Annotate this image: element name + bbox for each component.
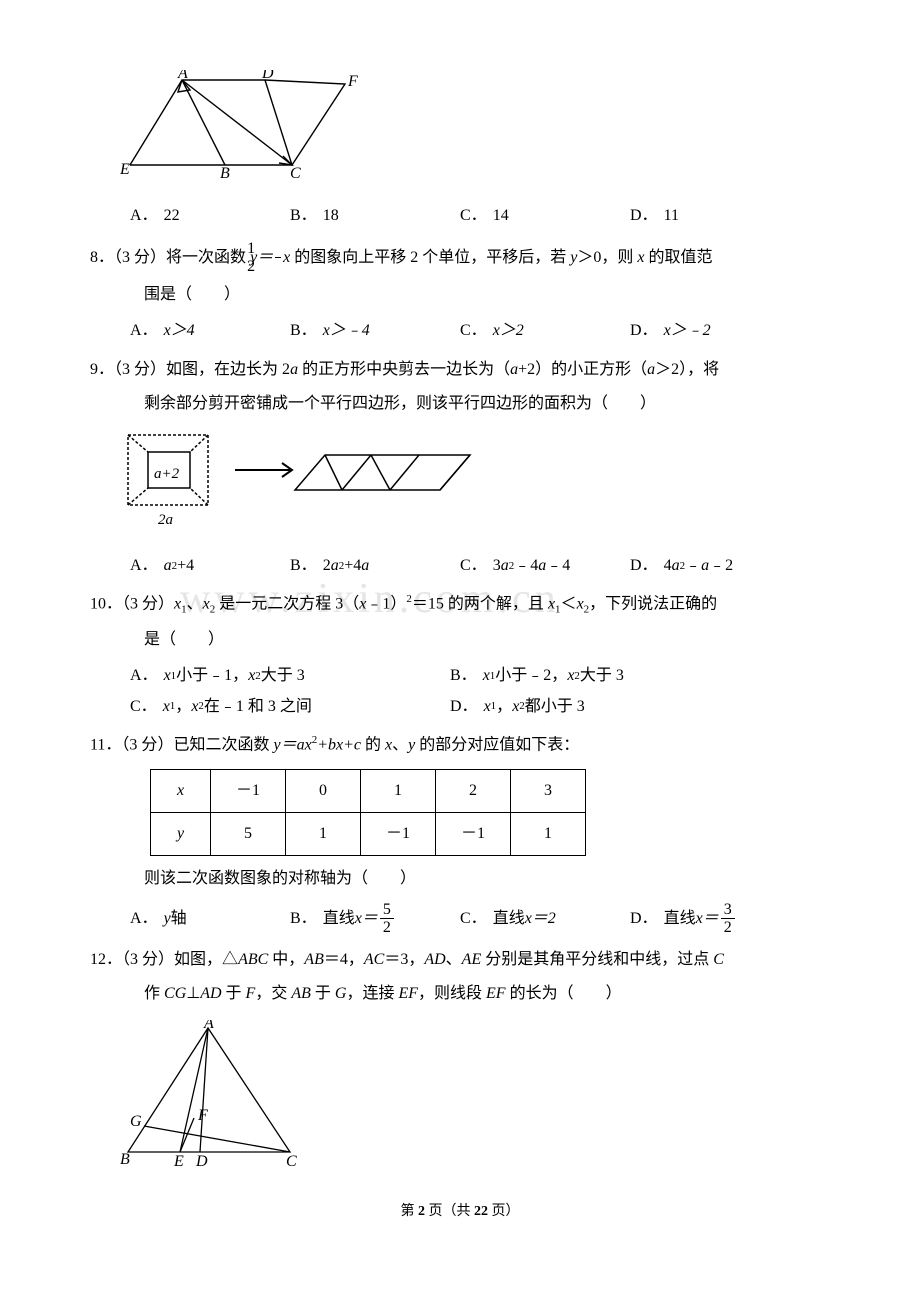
svg-text:D: D: [195, 1153, 208, 1170]
q8-opt-d: D．x＞﹣2: [630, 316, 760, 346]
q12-stem: 12．（3 分）如图，△ABC 中，AB＝4，AC＝3，AD、AE 分别是其角平…: [90, 945, 830, 975]
triangle-diagram: A D F E B C: [120, 70, 360, 180]
q12-stem2: 作 CG⊥AD 于 F，交 AB 于 G，连接 EF，则线段 EF 的长为（ ）: [90, 979, 830, 1009]
q9-opt-d: D．4a2﹣a﹣2: [630, 551, 780, 581]
q9-opt-a: A．a2+4: [130, 551, 290, 581]
svg-text:A: A: [203, 1020, 214, 1032]
q11-opt-a: A．y 轴: [130, 901, 290, 937]
q10-stem: 10．（3 分）x1、x2 是一元二次方程 3（x﹣1）2＝15 的两个解，且 …: [90, 589, 830, 620]
q12-figure: A B E D C G F: [120, 1020, 830, 1181]
svg-text:G: G: [130, 1113, 142, 1130]
q10-options: A．x1 小于﹣1，x2 大于 3 B．x1 小于﹣2，x2 大于 3 C．x1…: [90, 661, 830, 722]
svg-text:D: D: [261, 70, 274, 82]
q9-stem: 9．（3 分）如图，在边长为 2a 的正方形中央剪去一边长为（a+2）的小正方形…: [90, 355, 830, 385]
svg-text:C: C: [290, 165, 301, 180]
q11-table: x －1 0 1 2 3 y 5 1 －1 －1 1: [150, 769, 586, 857]
page-footer: 第 2 页（共 22 页）: [90, 1199, 830, 1226]
q8-opt-c: C．x＞2: [460, 316, 630, 346]
svg-text:C: C: [286, 1153, 297, 1170]
svg-text:B: B: [220, 165, 230, 180]
svg-text:F: F: [197, 1107, 208, 1124]
svg-text:a+2: a+2: [154, 466, 180, 482]
q10-opt-a: A．x1 小于﹣1，x2 大于 3: [130, 661, 450, 691]
content: A D F E B C A．22 B．18 C．14 D．11 8．（3 分）将…: [90, 70, 830, 1226]
q11-opt-d: D．直线 x＝32: [630, 901, 790, 937]
q10-opt-b: B．x1 小于﹣2，x2 大于 3: [450, 661, 750, 691]
q7-opt-b: B．18: [290, 201, 460, 231]
svg-text:2a: 2a: [158, 512, 173, 528]
q11-opt-c: C．直线 x＝2: [460, 901, 630, 937]
q9-figure: a+2 2a: [120, 430, 830, 541]
q8-options: A．x＞4 B．x＞﹣4 C．x＞2 D．x＞﹣2: [90, 316, 830, 346]
q9-options: A．a2+4 B．2a2+4a C．3a2﹣4a﹣4 D．4a2﹣a﹣2: [90, 551, 830, 581]
q11-stem: 11．（3 分）已知二次函数 y＝ax2+bx+c 的 x、y 的部分对应值如下…: [90, 730, 830, 761]
q9-opt-b: B．2a2+4a: [290, 551, 460, 581]
q11-stem3: 则该二次函数图象的对称轴为（ ）: [90, 864, 830, 894]
q7-figure: A D F E B C: [120, 70, 830, 191]
q10-opt-d: D．x1，x2 都小于 3: [450, 692, 750, 722]
svg-text:E: E: [173, 1153, 184, 1170]
q9-opt-c: C．3a2﹣4a﹣4: [460, 551, 630, 581]
q9-stem2: 剩余部分剪开密铺成一个平行四边形，则该平行四边形的面积为（ ）: [90, 389, 830, 419]
q7-opt-c: C．14: [460, 201, 630, 231]
svg-text:B: B: [120, 1151, 130, 1168]
q11-options: A．y 轴 B．直线 x＝52 C．直线 x＝2 D．直线 x＝32: [90, 901, 830, 937]
square-parallelogram-diagram: a+2 2a: [120, 430, 480, 530]
q8-opt-a: A．x＞4: [130, 316, 290, 346]
table-header-y: y: [151, 813, 211, 856]
q10-opt-c: C．x1，x2 在﹣1 和 3 之间: [130, 692, 450, 722]
q8-stem: 8．（3 分）将一次函数 y＝12x 的图象向上平移 2 个单位，平移后，若 y…: [90, 240, 830, 276]
q11-opt-b: B．直线 x＝52: [290, 901, 460, 937]
triangle-q12-diagram: A B E D C G F: [120, 1020, 305, 1170]
q7-options: A．22 B．18 C．14 D．11: [90, 201, 830, 231]
q8-opt-b: B．x＞﹣4: [290, 316, 460, 346]
svg-text:E: E: [120, 161, 130, 178]
svg-text:A: A: [177, 70, 188, 82]
svg-text:F: F: [347, 73, 358, 90]
q10-stem2: 是（ ）: [90, 625, 830, 655]
q7-opt-a: A．22: [130, 201, 290, 231]
q8-stem2: 围是（ ）: [90, 280, 830, 310]
q7-opt-d: D．11: [630, 201, 740, 231]
table-header-x: x: [151, 769, 211, 812]
